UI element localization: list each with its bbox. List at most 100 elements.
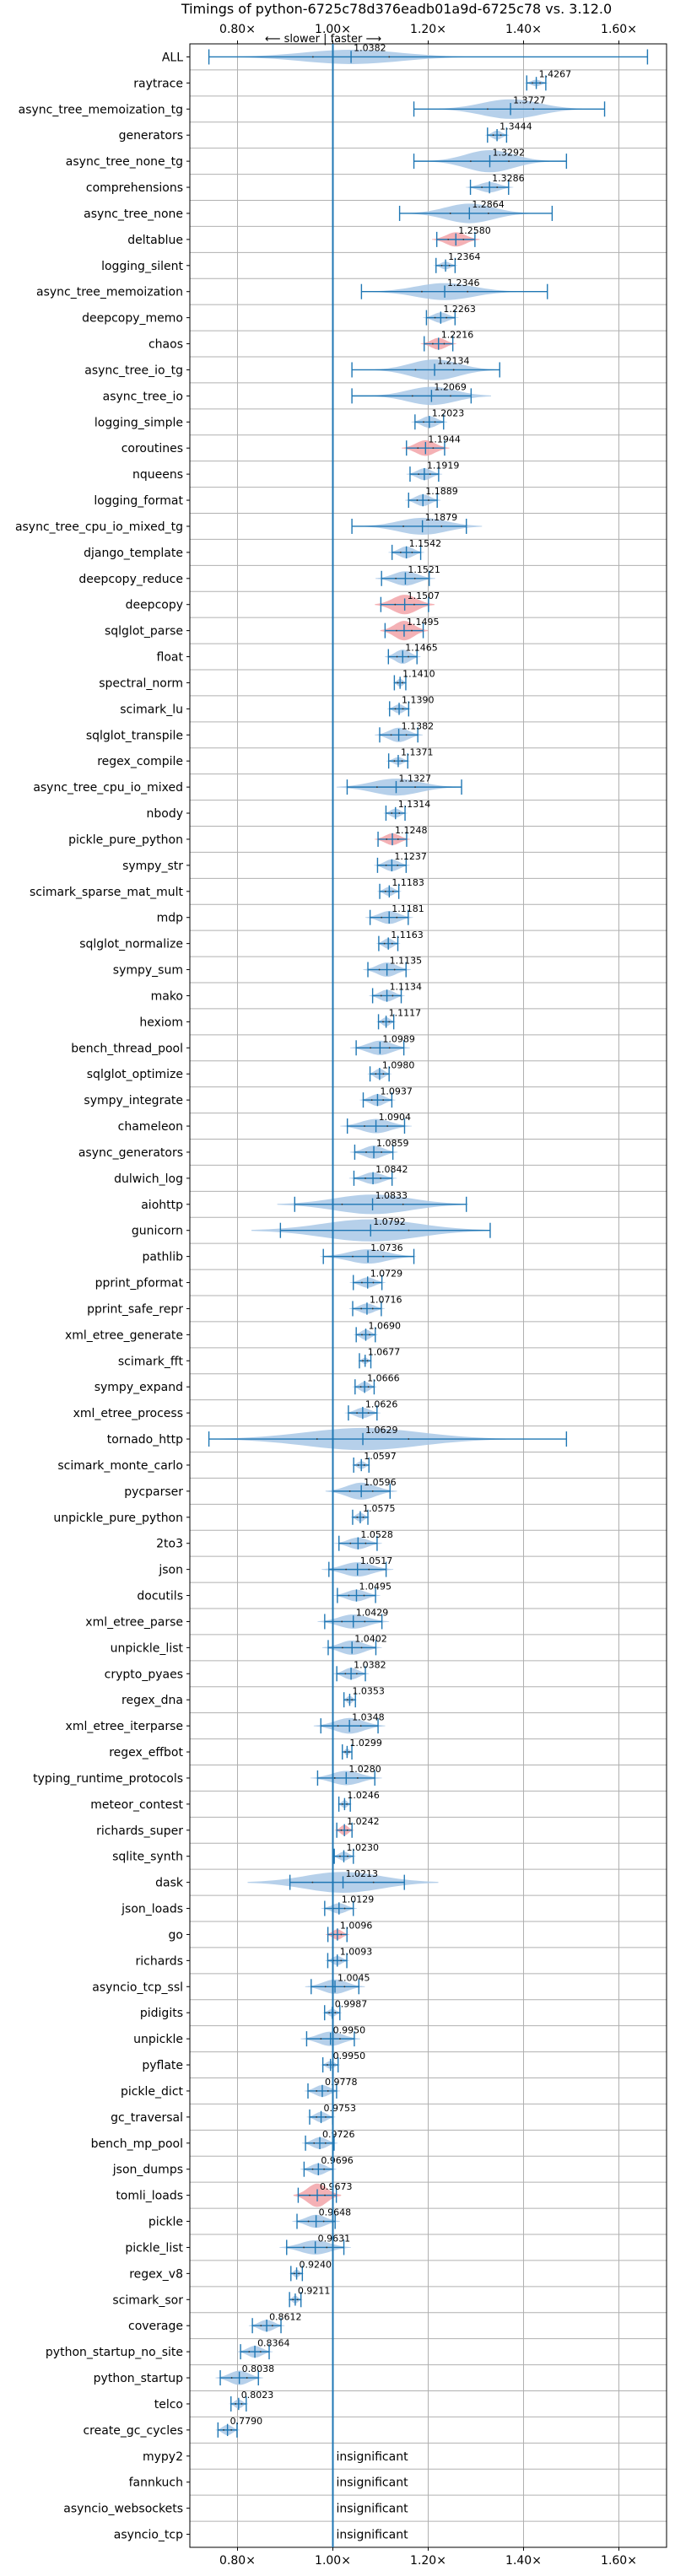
benchmark-label: raytrace: [133, 77, 183, 90]
value-label: 1.1507: [408, 590, 440, 601]
benchmark-label: comprehensions: [86, 181, 183, 195]
direction-note: ⟵ slower | faster ⟶: [265, 33, 381, 46]
quartile-dot: [346, 1829, 348, 1831]
value-label: 1.0677: [368, 1346, 401, 1357]
value-label: 1.0597: [364, 1451, 397, 1462]
quartile-dot: [348, 1751, 350, 1753]
quartile-dot: [398, 812, 401, 814]
value-label: 1.0280: [348, 1764, 381, 1775]
benchmark-label: nbody: [147, 807, 184, 821]
x-tick-label-top: 1.40×: [505, 23, 542, 36]
value-label: 1.2069: [434, 382, 467, 393]
benchmark-label: sqlglot_optimize: [87, 1068, 183, 1081]
quartile-dot: [367, 1412, 370, 1415]
quartile-dot: [371, 1490, 374, 1492]
quartile-dot: [383, 942, 386, 945]
value-label: 1.0937: [380, 1086, 413, 1097]
quartile-dot: [240, 2403, 243, 2405]
quartile-dot: [532, 108, 535, 110]
quartile-dot: [382, 1073, 385, 1075]
quartile-dot: [340, 1933, 343, 1936]
quartile-dot: [293, 2272, 295, 2275]
value-label: 1.1248: [395, 825, 428, 836]
benchmark-label: chaos: [148, 338, 183, 352]
insignificant-label: insignificant: [337, 2529, 409, 2542]
quartile-dot: [324, 2142, 327, 2144]
quartile-dot: [346, 1699, 348, 1701]
value-label: 1.0528: [360, 1529, 393, 1540]
value-label: 1.0353: [352, 1685, 385, 1696]
value-label: 0.9631: [318, 2234, 351, 2245]
quartile-dot: [337, 1725, 339, 1727]
quartile-dot: [381, 916, 383, 919]
axis-layer: 0.80× 0.80× 1.00× 1.00× 1.20× 1.20× 1.40× 1.40×…: [15, 23, 667, 2568]
benchmark-label: hexiom: [139, 1016, 183, 1029]
quartile-dot: [368, 1568, 370, 1571]
benchmark-label: pprint_safe_repr: [87, 1302, 183, 1316]
quartile-dot: [375, 1073, 377, 1075]
quartile-dot: [390, 734, 392, 736]
quartile-dot: [316, 2115, 318, 2118]
quartile-dot: [364, 1125, 365, 1127]
value-label: 1.0690: [368, 1321, 401, 1332]
insignificant-label: insignificant: [337, 2503, 409, 2516]
quartile-dot: [367, 1386, 370, 1388]
value-label: 1.0575: [363, 1503, 396, 1514]
benchmark-label: crypto_pyaes: [105, 1668, 183, 1681]
quartile-dot: [488, 213, 489, 214]
quartile-dot: [342, 1646, 343, 1649]
value-label: 0.9648: [319, 2207, 352, 2218]
quartile-dot: [432, 342, 434, 345]
quartile-dot: [372, 1881, 375, 1883]
quartile-dot: [378, 968, 381, 971]
benchmark-label: asyncio_tcp: [114, 2529, 183, 2542]
benchmark-label: pickle: [148, 2216, 183, 2229]
quartile-dot: [434, 316, 436, 319]
quartile-dot: [396, 916, 398, 919]
benchmark-label: deepcopy_memo: [82, 312, 183, 326]
quartile-dot: [333, 1777, 336, 1779]
value-label: 1.1944: [428, 434, 461, 445]
violin-layer: 1.0382 1.4267 1.3727 1.3444 1.3292 1.3286 1.28…: [208, 43, 649, 2542]
quartile-dot: [364, 1542, 367, 1544]
benchmark-label: gc_traversal: [111, 2111, 183, 2125]
quartile-dot: [469, 160, 472, 163]
quartile-dot: [388, 1021, 391, 1023]
value-label: 1.1879: [425, 512, 458, 523]
quartile-dot: [402, 525, 404, 527]
x-tick-label-top: 1.20×: [410, 23, 446, 36]
quartile-dot: [481, 186, 483, 188]
quartile-dot: [364, 1620, 366, 1623]
quartile-dot: [339, 2038, 341, 2040]
benchmark-label: ALL: [162, 51, 183, 64]
value-label: 1.0230: [346, 1842, 379, 1853]
benchmark-label: async_tree_none: [84, 207, 183, 221]
benchmark-label: logging_simple: [94, 416, 183, 429]
quartile-dot: [334, 2012, 337, 2014]
quartile-dot: [448, 264, 451, 267]
quartile-dot: [355, 1673, 358, 1675]
benchmark-label: gunicorn: [132, 1225, 183, 1238]
value-label: 1.0495: [359, 1582, 392, 1592]
value-label: 0.9753: [324, 2103, 357, 2114]
chart-title: Timings of python-6725c78d376eadb01a9d-6…: [181, 1, 612, 17]
quartile-dot: [370, 1099, 373, 1102]
quartile-dot: [360, 1646, 363, 1649]
quartile-dot: [230, 2377, 233, 2379]
quartile-dot: [348, 1594, 350, 1597]
value-label: 1.1117: [389, 1008, 422, 1019]
quartile-dot: [401, 682, 403, 684]
benchmark-label: xml_etree_parse: [85, 1615, 183, 1629]
quartile-dot: [393, 968, 396, 971]
quartile-dot: [446, 316, 448, 319]
x-tick-label-bottom: 1.40×: [505, 2554, 542, 2568]
value-label: 1.0096: [340, 1921, 373, 1932]
quartile-dot: [428, 499, 429, 501]
quartile-dot: [246, 2377, 248, 2379]
quartile-dot: [395, 577, 397, 579]
quartile-dot: [324, 2194, 326, 2196]
quartile-dot: [230, 2428, 233, 2431]
quartile-dot: [440, 264, 443, 267]
value-label: 1.2580: [458, 225, 491, 236]
value-label: 1.1314: [398, 799, 431, 810]
